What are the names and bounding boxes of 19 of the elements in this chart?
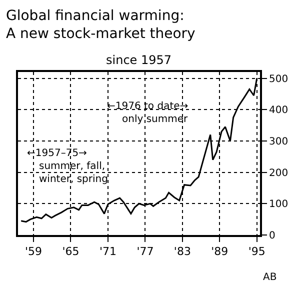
x-tick-label: '59 xyxy=(24,245,42,258)
chart-subtitle: since 1957 xyxy=(106,53,172,67)
y-tick-label: 400 xyxy=(269,105,288,116)
x-tick-label: '83 xyxy=(174,245,191,258)
y-tick-label: 100 xyxy=(269,199,288,210)
x-tick-label: '71 xyxy=(99,245,116,258)
x-tick-label: '95 xyxy=(248,245,266,258)
text: AB xyxy=(263,272,277,283)
x-tick-label: '89 xyxy=(211,245,228,258)
y-tick-label: 200 xyxy=(269,168,288,179)
y-tick-label: 0 xyxy=(269,230,276,242)
annotation: ←1957–75→ xyxy=(27,148,87,159)
y-tick-label: 300 xyxy=(269,136,288,148)
annotation: only summer xyxy=(122,114,189,125)
x-tick-label: '65 xyxy=(62,245,80,258)
annotation: summer, fall, winter, spring xyxy=(39,161,108,185)
x-tick-label: '77 xyxy=(136,245,154,258)
chart-title: Global financial warming: A new stock-market theory xyxy=(6,8,196,42)
y-tick-label: 500 xyxy=(269,74,288,85)
